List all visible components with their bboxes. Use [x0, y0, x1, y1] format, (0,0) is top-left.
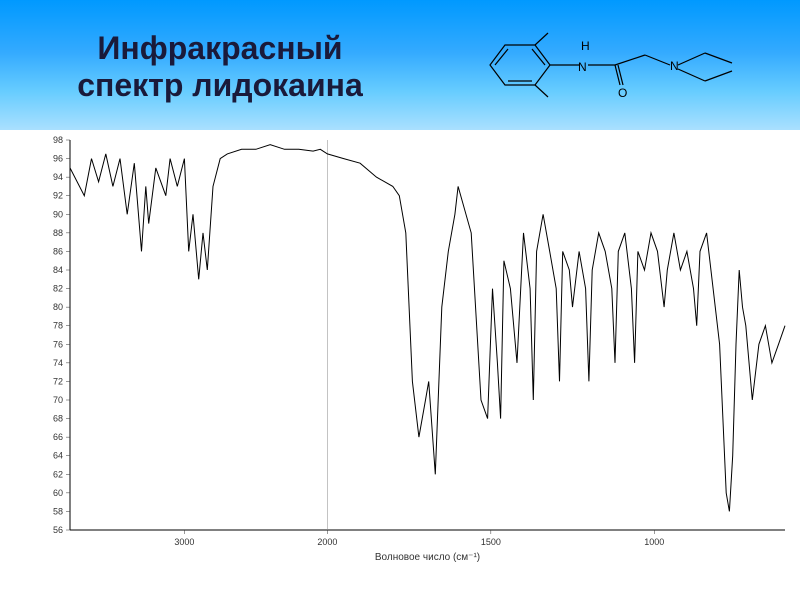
title-line-2: спектр лидокаина	[77, 67, 363, 103]
y-tick-label: 86	[53, 246, 63, 256]
y-tick-label: 68	[53, 414, 63, 424]
y-tick-label: 60	[53, 488, 63, 498]
y-tick-label: 64	[53, 451, 63, 461]
slide-header: Инфракрасный спектр лидокаина	[0, 0, 800, 130]
mol-label-H: H	[581, 39, 590, 53]
x-axis-label: Волновое число (см⁻¹)	[375, 552, 480, 563]
mol-label-N2: N	[670, 59, 679, 73]
y-tick-label: 74	[53, 358, 63, 368]
y-tick-label: 70	[53, 395, 63, 405]
x-tick-label: 1000	[644, 537, 664, 547]
y-tick-label: 96	[53, 154, 63, 164]
chemical-structure: H N O N	[470, 25, 770, 105]
mol-label-O: O	[618, 86, 627, 100]
slide-title: Инфракрасный спектр лидокаина	[30, 30, 410, 104]
title-line-1: Инфракрасный	[97, 30, 342, 66]
y-tick-label: 92	[53, 191, 63, 201]
y-tick-label: 62	[53, 469, 63, 479]
y-tick-label: 94	[53, 172, 63, 182]
x-tick-label: 3000	[174, 537, 194, 547]
x-tick-label: 2000	[317, 537, 337, 547]
slide: Инфракрасный спектр лидокаина	[0, 0, 800, 600]
spectrum-line	[70, 145, 785, 512]
y-tick-label: 84	[53, 265, 63, 275]
y-tick-label: 56	[53, 525, 63, 535]
y-tick-label: 72	[53, 376, 63, 386]
x-tick-label: 1500	[481, 537, 501, 547]
y-tick-label: 90	[53, 209, 63, 219]
y-tick-label: 76	[53, 339, 63, 349]
mol-label-N1: N	[578, 60, 587, 74]
ir-spectrum-chart: 56 58 60 62 64 66 68 70 72 74 76 78 80 82 84 86 88 90 92 94…	[0, 130, 800, 570]
y-tick-label: 80	[53, 302, 63, 312]
y-tick-label: 88	[53, 228, 63, 238]
y-tick-label: 66	[53, 432, 63, 442]
y-tick-label: 82	[53, 284, 63, 294]
y-tick-label: 78	[53, 321, 63, 331]
y-tick-label: 98	[53, 135, 63, 145]
y-tick-label: 58	[53, 506, 63, 516]
